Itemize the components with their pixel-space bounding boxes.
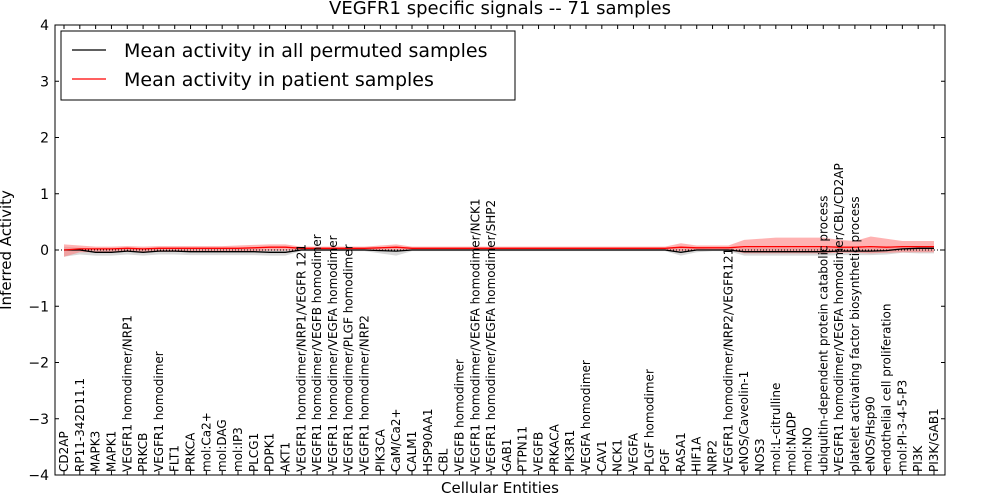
x-category-label: NRP2 (706, 440, 720, 472)
x-category-label: mol:DAG (215, 419, 229, 472)
x-category-label: PLCG1 (247, 433, 261, 472)
y-tick-label: −1 (28, 299, 49, 315)
x-category-label: PRKCB (136, 433, 150, 472)
x-category-label: VEGFR1 homodimer/VEGFB homodimer (310, 234, 324, 472)
x-category-label: VEGFB (532, 432, 546, 472)
x-category-label: VEGFR1 homodimer/PLGF homodimer (342, 244, 356, 472)
x-category-label: RASA1 (674, 432, 688, 472)
x-category-label: VEGFR1 homodimer (152, 351, 166, 472)
legend-label-patient: Mean activity in patient samples (124, 69, 434, 91)
x-category-label: CALM1 (405, 431, 419, 472)
band-permuted-samples (64, 246, 934, 257)
x-category-label: eNOS/Hsp90 (864, 396, 878, 472)
x-category-label: VEGFR1 homodimer/VEGFA homodimer (326, 235, 340, 472)
y-tick-label: −2 (28, 356, 49, 372)
x-category-label: PIK3CA (373, 428, 387, 472)
line-permuted-mean (64, 247, 934, 253)
x-category-label: PI3K/GAB1 (927, 408, 941, 472)
x-category-label: mol:NO (801, 427, 815, 472)
y-tick-label: 3 (40, 74, 49, 90)
legend-box (60, 30, 516, 101)
y-axis: 4 3 2 1 0 −1 −2 −3 −4 (28, 18, 945, 484)
legend: Mean activity in all permuted samples Me… (60, 30, 516, 101)
x-category-label: PLGF homodimer (642, 369, 656, 472)
x-category-label: PRKCA (184, 432, 198, 472)
x-category-label: AKT1 (279, 442, 293, 472)
x-category-label: endothelial cell proliferation (880, 304, 894, 472)
y-tick-label: 1 (40, 187, 49, 203)
x-category-label: VEGFR1 homodimer/NRP2/VEGFR121 (721, 248, 735, 472)
x-category-label: HSP90AA1 (421, 408, 435, 472)
legend-label-permuted: Mean activity in all permuted samples (124, 40, 487, 62)
x-category-label: FLT1 (168, 445, 182, 472)
x-category-label: PIK3R1 (563, 430, 577, 472)
x-category-label: VEGFR1 homodimer/VEGFA homodimer/SHP2 (484, 200, 498, 472)
x-category-label: RP11-342D11.1 (73, 378, 87, 472)
y-tick-label: −3 (28, 412, 49, 428)
x-category-label: mol:Ca2+ (199, 412, 213, 472)
x-category-label: VEGFA (627, 432, 641, 472)
x-category-label: NOS3 (753, 438, 767, 472)
x-category-label: PTPN11 (516, 426, 530, 472)
y-tick-label: −4 (28, 468, 49, 484)
x-category-label: mol:IP3 (231, 427, 245, 472)
x-category-label: VEGFR1 homodimer/VEGFA homodimer/NCK1 (468, 198, 482, 472)
x-category-label: mol:NADP (785, 412, 799, 472)
confidence-bands (64, 236, 934, 257)
x-category-label: PDPK1 (263, 433, 277, 472)
x-category-label: ubiquitin-dependent protein catabolic pr… (816, 196, 830, 472)
x-category-label: CBL (437, 448, 451, 472)
x-category-label: NCK1 (611, 439, 625, 472)
series-lines (63, 245, 934, 253)
x-category-label: VEGFR1 homodimer/NRP1 (120, 315, 134, 472)
x-category-label: VEGFR1 homodimer/NRP2 (358, 315, 372, 472)
x-category-label: CAV1 (595, 440, 609, 472)
x-category-label: mol:PI-3-4-5-P3 (895, 380, 909, 472)
y-tick-label: 0 (40, 243, 49, 259)
x-category-label: GAB1 (500, 439, 514, 472)
x-category-label: VEGFR1 homodimer/NRP1/VEGFR 121 (294, 244, 308, 472)
x-category-label: PI3K (911, 445, 925, 472)
y-tick-label: 4 (40, 18, 49, 34)
x-category-label: VEGFR1 homodimer/VEGFA homodimer/CBL/CD2… (832, 163, 846, 472)
y-axis-label: Inferred Activity (0, 190, 15, 310)
x-category-label: PRKACA (547, 423, 561, 472)
x-category-label: CaM/Ca2+ (389, 408, 403, 472)
x-category-label: HIF1A (690, 436, 704, 472)
x-category-label: MAPK1 (105, 431, 119, 472)
chart-title: VEGFR1 specific signals -- 71 samples (329, 0, 671, 19)
x-axis-label: Cellular Entities (441, 479, 559, 497)
x-category-label: VEGFB homodimer (453, 359, 467, 472)
x-category-label: PGF (658, 448, 672, 472)
band-patient-samples (64, 236, 934, 257)
x-category-label: platelet activating factor biosynthetic … (848, 196, 862, 472)
y-tick-label: 2 (40, 131, 49, 147)
x-category-label: MAPK3 (89, 431, 103, 472)
x-category-label: CD2AP (57, 431, 71, 472)
x-category-label: eNOS/Caveolin-1 (737, 371, 751, 472)
line-patient-mean (63, 245, 934, 251)
x-category-label: VEGFA homodimer (579, 360, 593, 472)
x-category-label: mol:L-citrulline (769, 383, 783, 472)
x-axis-category-labels: CD2AP RP11-342D11.1 MAPK3 MAPK1 VEGFR1 homod… (57, 25, 941, 475)
